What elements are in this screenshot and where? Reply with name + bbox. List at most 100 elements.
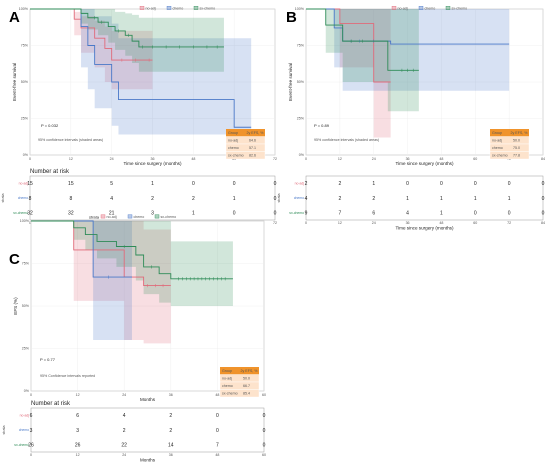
x-tick-label: 12 xyxy=(76,393,80,397)
efs-table-group: sx-chemo xyxy=(492,154,508,158)
risk-count: 0 xyxy=(216,413,219,419)
legend-entry: no-adj xyxy=(107,215,117,219)
x-tick-label: 60 xyxy=(262,393,266,397)
efs-table-value: 85.4 xyxy=(243,392,250,396)
p-value: P = 0.032 xyxy=(41,123,59,128)
risk-strata-label: no-adj xyxy=(20,414,30,418)
legend-swatch xyxy=(445,5,451,10)
risk-count: 8 xyxy=(29,196,32,202)
x-tick-label: 12 xyxy=(69,157,73,161)
risk-frame xyxy=(29,175,276,221)
risk-count: 2 xyxy=(192,196,195,202)
x-tick-label: 48 xyxy=(439,157,443,161)
risk-count: 0 xyxy=(233,181,236,187)
y-tick-label: 0% xyxy=(299,153,305,157)
efs-table-group: chemo xyxy=(222,384,233,388)
x-axis-label: Time since surgery (months) xyxy=(123,161,182,166)
legend-swatch xyxy=(127,214,133,219)
x-tick-label: 24 xyxy=(122,393,126,397)
y-axis-label: Event-free survival xyxy=(288,63,293,101)
risk-x-tick: 12 xyxy=(76,453,80,457)
ci-note: 95% confidence intervals (shaded areas) xyxy=(38,138,103,142)
x-axis-label: Months xyxy=(140,397,156,402)
ci-band-sxchemo xyxy=(31,221,233,306)
risk-count: 2 xyxy=(338,181,341,187)
panel-label: C xyxy=(9,251,20,268)
risk-x-tick: 72 xyxy=(507,221,511,225)
risk-count: 7 xyxy=(216,442,219,448)
risk-count: 0 xyxy=(474,210,477,216)
risk-count: 0 xyxy=(542,181,545,187)
risk-count: 3 xyxy=(30,428,33,434)
risk-count: 15 xyxy=(68,181,74,187)
risk-y-label: strata xyxy=(277,194,281,203)
risk-count: 8 xyxy=(69,196,72,202)
x-tick-label: 36 xyxy=(169,393,173,397)
risk-count: 1 xyxy=(372,181,375,187)
ci-band-chemo xyxy=(306,9,510,91)
risk-count: 0 xyxy=(274,181,277,187)
risk-y-label: strata xyxy=(2,426,6,435)
risk-strata-label: sx-chemo xyxy=(13,211,28,215)
risk-count: 0 xyxy=(508,181,511,187)
risk-count: 32 xyxy=(27,210,33,216)
panel-a: A0%25%50%75%100%0122436486072Time since … xyxy=(1,5,277,231)
legend-swatch xyxy=(139,5,145,10)
p-value: P = 0.77 xyxy=(40,357,56,362)
x-tick-label: 48 xyxy=(215,393,219,397)
risk-count: 0 xyxy=(474,181,477,187)
risk-count: 0 xyxy=(508,210,511,216)
efs-table-head-cell: 2y EFS, % xyxy=(511,131,529,135)
x-tick-label: 24 xyxy=(372,157,376,161)
efs-table-header xyxy=(490,129,529,137)
efs-table-value: 50.0 xyxy=(243,377,250,381)
efs-table-group: no-adj xyxy=(222,377,232,381)
risk-count: 0 xyxy=(406,181,409,187)
legend-entry: no-adj xyxy=(146,6,156,10)
y-tick-label: 50% xyxy=(21,80,29,84)
risk-x-tick: 0 xyxy=(29,221,31,225)
risk-count: 6 xyxy=(76,413,79,419)
risk-count: 2 xyxy=(372,196,375,202)
ci-band-sxchemo xyxy=(30,9,224,72)
risk-count: 1 xyxy=(151,181,154,187)
risk-count: 3 xyxy=(151,210,154,216)
efs-table-head-cell: Group xyxy=(222,369,232,373)
legend-title: strata xyxy=(89,214,100,219)
panel-label: B xyxy=(286,9,297,26)
legend-entry: chemo xyxy=(425,6,436,10)
risk-title: Number at risk xyxy=(30,169,70,175)
ci-band-sxchemo xyxy=(306,9,419,112)
km-curve-sxchemo xyxy=(306,8,419,71)
efs-table-value: 64.6 xyxy=(249,139,256,143)
ci-band-noadj xyxy=(30,9,153,90)
x-tick-label: 24 xyxy=(110,157,114,161)
risk-count: 1 xyxy=(474,196,477,202)
efs-table-value: 75.0 xyxy=(513,146,520,150)
risk-count: 3 xyxy=(76,428,79,434)
risk-x-tick: 24 xyxy=(122,453,126,457)
risk-x-label: Time since surgery (months) xyxy=(395,226,454,231)
risk-x-label: Months xyxy=(140,458,156,463)
risk-x-tick: 60 xyxy=(473,221,477,225)
risk-count: 5 xyxy=(110,181,113,187)
efs-table-group: chemo xyxy=(492,146,503,150)
y-tick-label: 100% xyxy=(19,7,29,11)
efs-table-group: no-adj xyxy=(492,139,502,143)
risk-count: 1 xyxy=(440,210,443,216)
risk-count: 1 xyxy=(233,196,236,202)
risk-count: 14 xyxy=(168,442,174,448)
efs-table-row xyxy=(219,389,260,398)
risk-count: 2 xyxy=(169,413,172,419)
x-tick-label: 84 xyxy=(541,157,545,161)
risk-count: 0 xyxy=(263,428,266,434)
risk-count: 2 xyxy=(151,196,154,202)
efs-table-group: sx-chemo xyxy=(228,154,244,158)
efs-table-header xyxy=(226,129,265,137)
risk-count: 0 xyxy=(274,196,277,202)
efs-table-group: chemo xyxy=(228,146,239,150)
